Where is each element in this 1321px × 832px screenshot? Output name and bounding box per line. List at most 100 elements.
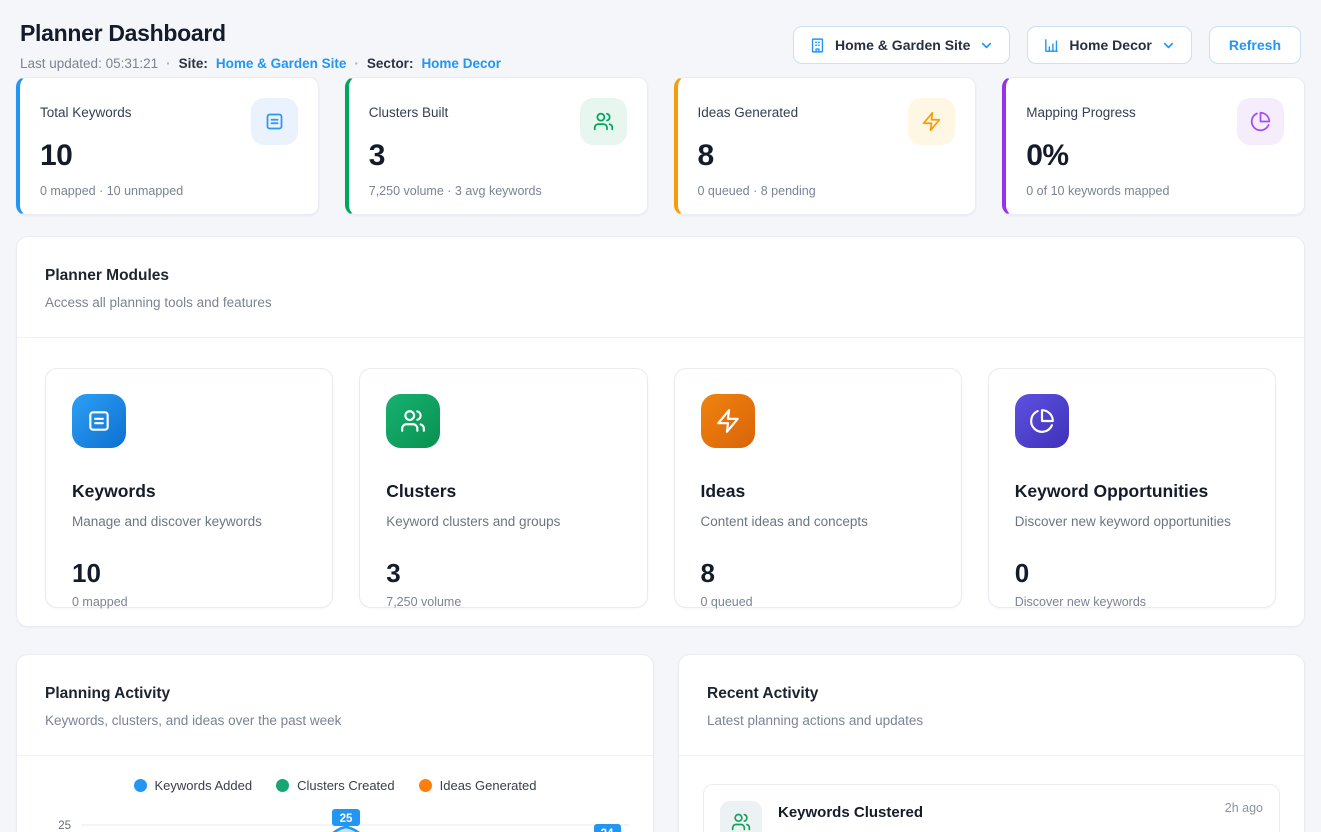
stat-detail: 0 queued · 8 pending [698,184,956,198]
module-description: Content ideas and concepts [701,514,935,529]
planner-modules-panel: Planner Modules Access all planning tool… [16,236,1305,627]
sector-link[interactable]: Home Decor [421,56,501,71]
module-stat-value: 8 [701,558,935,589]
legend-dot-icon [276,779,289,792]
module-title: Ideas [701,481,935,502]
chart-body: Keywords Added Clusters Created Ideas Ge… [17,756,653,832]
site-link[interactable]: Home & Garden Site [216,56,347,71]
zap-icon [908,98,955,145]
modules-panel-head: Planner Modules Access all planning tool… [17,237,1304,310]
y-axis-tick-label: 25 [58,820,71,832]
planning-activity-title: Planning Activity [45,685,625,703]
file-text-icon [251,98,298,145]
stat-detail: 0 mapped · 10 unmapped [40,184,298,198]
sector-selector-dropdown[interactable]: Home Decor [1027,26,1191,64]
activity-item-title: Keywords Clustered [778,801,923,821]
stat-label: Clusters Built [369,98,449,120]
stat-detail: 0 of 10 keywords mapped [1026,184,1284,198]
site-selector-label: Home & Garden Site [835,37,970,53]
pie-chart-icon [1015,394,1069,448]
modules-grid: Keywords Manage and discover keywords 10… [17,338,1304,626]
recent-activity-title: Recent Activity [707,685,1276,703]
activity-item-main: Keywords Clustered 2h ago 3 new clusters… [778,801,1263,832]
pie-chart-icon [1237,98,1284,145]
legend-dot-icon [419,779,432,792]
zap-icon [701,394,755,448]
legend-label: Ideas Generated [440,778,537,793]
module-stat-label: Discover new keywords [1015,595,1249,609]
module-stat-value: 3 [386,558,620,589]
modules-title: Planner Modules [45,267,1276,285]
module-description: Manage and discover keywords [72,514,306,529]
breadcrumb-meta: Last updated: 05:31:21 · Site: Home & Ga… [20,56,501,71]
site-selector-dropdown[interactable]: Home & Garden Site [793,26,1010,64]
stat-card-ideas-generated: Ideas Generated 8 0 queued · 8 pending [674,77,977,215]
area-chart-svg: 25 25 24 [41,800,629,832]
sector-label: Sector: [367,56,414,71]
module-description: Discover new keyword opportunities [1015,514,1249,529]
svg-text:25: 25 [340,813,353,825]
chevron-down-icon [979,38,994,53]
legend-item-ideas-generated[interactable]: Ideas Generated [419,778,537,793]
activity-list: Keywords Clustered 2h ago 3 new clusters… [679,756,1304,832]
last-updated-text: Last updated: 05:31:21 [20,56,158,71]
planning-activity-head: Planning Activity Keywords, clusters, an… [17,655,653,728]
activity-item-keywords-clustered[interactable]: Keywords Clustered 2h ago 3 new clusters… [703,784,1280,832]
users-icon [580,98,627,145]
legend-label: Clusters Created [297,778,395,793]
refresh-button[interactable]: Refresh [1209,26,1301,64]
stat-card-top: Clusters Built [369,98,627,145]
module-stat-label: 7,250 volume [386,595,620,609]
sector-selector-label: Home Decor [1069,37,1151,53]
stats-row: Total Keywords 10 0 mapped · 10 unmapped… [16,77,1305,215]
header-toolbar: Home & Garden Site Home Decor Refresh [793,26,1301,64]
stat-card-top: Ideas Generated [698,98,956,145]
data-label-24: 24 [594,824,621,832]
site-label: Site: [179,56,208,71]
stat-card-top: Total Keywords [40,98,298,145]
module-title: Clusters [386,481,620,502]
chart-legend: Keywords Added Clusters Created Ideas Ge… [41,778,629,793]
activity-item-timestamp: 2h ago [1225,801,1263,815]
module-title: Keywords [72,481,306,502]
recent-activity-subtitle: Latest planning actions and updates [707,713,1276,728]
page-title: Planner Dashboard [20,20,501,47]
planner-dashboard-page: Planner Dashboard Last updated: 05:31:21… [0,0,1321,832]
activity-item-top: Keywords Clustered 2h ago [778,801,1263,821]
stat-card-top: Mapping Progress [1026,98,1284,145]
module-card-keywords[interactable]: Keywords Manage and discover keywords 10… [45,368,333,608]
bar-chart-icon [1043,37,1060,54]
module-stat-value: 10 [72,558,306,589]
page-header: Planner Dashboard Last updated: 05:31:21… [16,20,1305,71]
module-card-keyword-opportunities[interactable]: Keyword Opportunities Discover new keywo… [988,368,1276,608]
meta-separator: · [166,56,171,71]
module-title: Keyword Opportunities [1015,481,1249,502]
stat-detail: 7,250 volume · 3 avg keywords [369,184,627,198]
meta-separator: · [354,56,359,71]
stat-card-clusters-built: Clusters Built 3 7,250 volume · 3 avg ke… [345,77,648,215]
stat-card-mapping-progress: Mapping Progress 0% 0 of 10 keywords map… [1002,77,1305,215]
module-stat-label: 0 mapped [72,595,306,609]
legend-item-keywords-added[interactable]: Keywords Added [134,778,253,793]
module-stat-label: 0 queued [701,595,935,609]
module-card-clusters[interactable]: Clusters Keyword clusters and groups 3 7… [359,368,647,608]
svg-text:24: 24 [601,828,614,832]
stat-label: Ideas Generated [698,98,799,120]
bottom-row: Planning Activity Keywords, clusters, an… [16,654,1305,832]
planning-activity-subtitle: Keywords, clusters, and ideas over the p… [45,713,625,728]
header-left: Planner Dashboard Last updated: 05:31:21… [20,20,501,71]
module-stat-value: 0 [1015,558,1249,589]
module-description: Keyword clusters and groups [386,514,620,529]
module-card-ideas[interactable]: Ideas Content ideas and concepts 8 0 que… [674,368,962,608]
legend-label: Keywords Added [155,778,253,793]
planning-activity-panel: Planning Activity Keywords, clusters, an… [16,654,654,832]
legend-item-clusters-created[interactable]: Clusters Created [276,778,395,793]
refresh-label: Refresh [1229,37,1281,53]
stat-card-total-keywords: Total Keywords 10 0 mapped · 10 unmapped [16,77,319,215]
stat-label: Total Keywords [40,98,132,120]
data-label-25: 25 [332,809,360,826]
modules-subtitle: Access all planning tools and features [45,295,1276,310]
chevron-down-icon [1161,38,1176,53]
users-icon [386,394,440,448]
recent-activity-head: Recent Activity Latest planning actions … [679,655,1304,728]
